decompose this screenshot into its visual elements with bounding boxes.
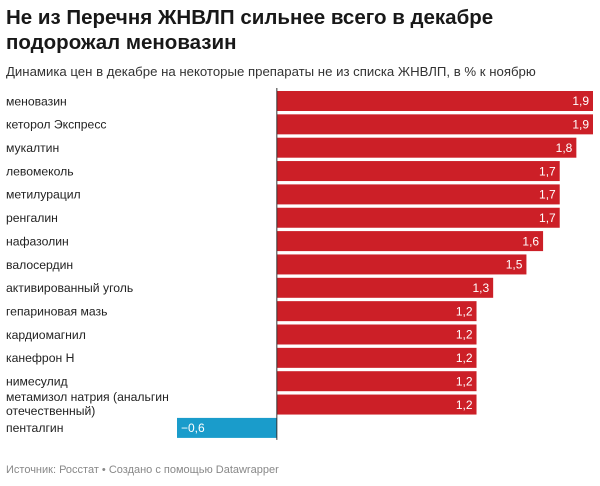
chart-title: Не из Перечня ЖНВЛП сильнее всего в дека… xyxy=(6,6,494,54)
category-label: ренгалин xyxy=(6,211,58,225)
bar xyxy=(276,161,560,182)
value-label: 1,2 xyxy=(456,304,473,318)
value-label: 1,9 xyxy=(572,118,589,132)
category-label: мукалтин xyxy=(6,141,59,155)
value-label: −0,6 xyxy=(181,421,205,435)
category-label: активированный уголь xyxy=(6,281,133,295)
category-label: канефрон Н xyxy=(6,351,74,365)
value-label: 1,5 xyxy=(506,258,523,272)
bar xyxy=(276,277,494,298)
category-label: кеторол Экспресс xyxy=(6,118,107,132)
bar xyxy=(276,254,527,275)
bar xyxy=(276,207,560,228)
bar xyxy=(276,301,477,322)
bar xyxy=(177,417,277,438)
category-label: метамизол натрия (анальгин отечественный) xyxy=(6,390,169,418)
value-label: 1,8 xyxy=(556,141,573,155)
bar xyxy=(276,231,544,252)
value-label: 1,9 xyxy=(572,94,589,108)
category-label: кардиомагнил xyxy=(6,328,86,342)
value-label: 1,2 xyxy=(456,328,473,342)
source-footer: Источник: Росстат • Создано с помощью Da… xyxy=(6,464,279,476)
bar xyxy=(276,347,477,368)
bar xyxy=(276,91,593,111)
bar xyxy=(276,324,477,345)
bar xyxy=(276,371,477,392)
value-label: 1,2 xyxy=(456,374,473,388)
category-label: валосердин xyxy=(6,258,73,272)
category-label: нафазолин xyxy=(6,234,69,248)
category-label: нимесулид xyxy=(6,375,68,389)
value-label: 1,7 xyxy=(539,164,556,178)
category-label: гепариновая мазь xyxy=(6,304,108,318)
category-label: пенталгин xyxy=(6,421,63,435)
category-label: метилурацил xyxy=(6,188,81,202)
chart-subtitle: Динамика цен в декабре на некоторые преп… xyxy=(6,64,536,79)
bar xyxy=(276,137,577,158)
value-label: 1,6 xyxy=(522,234,539,248)
category-label: левомеколь xyxy=(6,164,74,178)
value-label: 1,2 xyxy=(456,351,473,365)
value-label: 1,7 xyxy=(539,188,556,202)
value-label: 1,2 xyxy=(456,398,473,412)
value-label: 1,3 xyxy=(472,281,489,295)
bar xyxy=(276,394,477,415)
value-label: 1,7 xyxy=(539,211,556,225)
category-label: меновазин xyxy=(6,94,67,108)
bar xyxy=(276,114,593,135)
bar xyxy=(276,184,560,205)
